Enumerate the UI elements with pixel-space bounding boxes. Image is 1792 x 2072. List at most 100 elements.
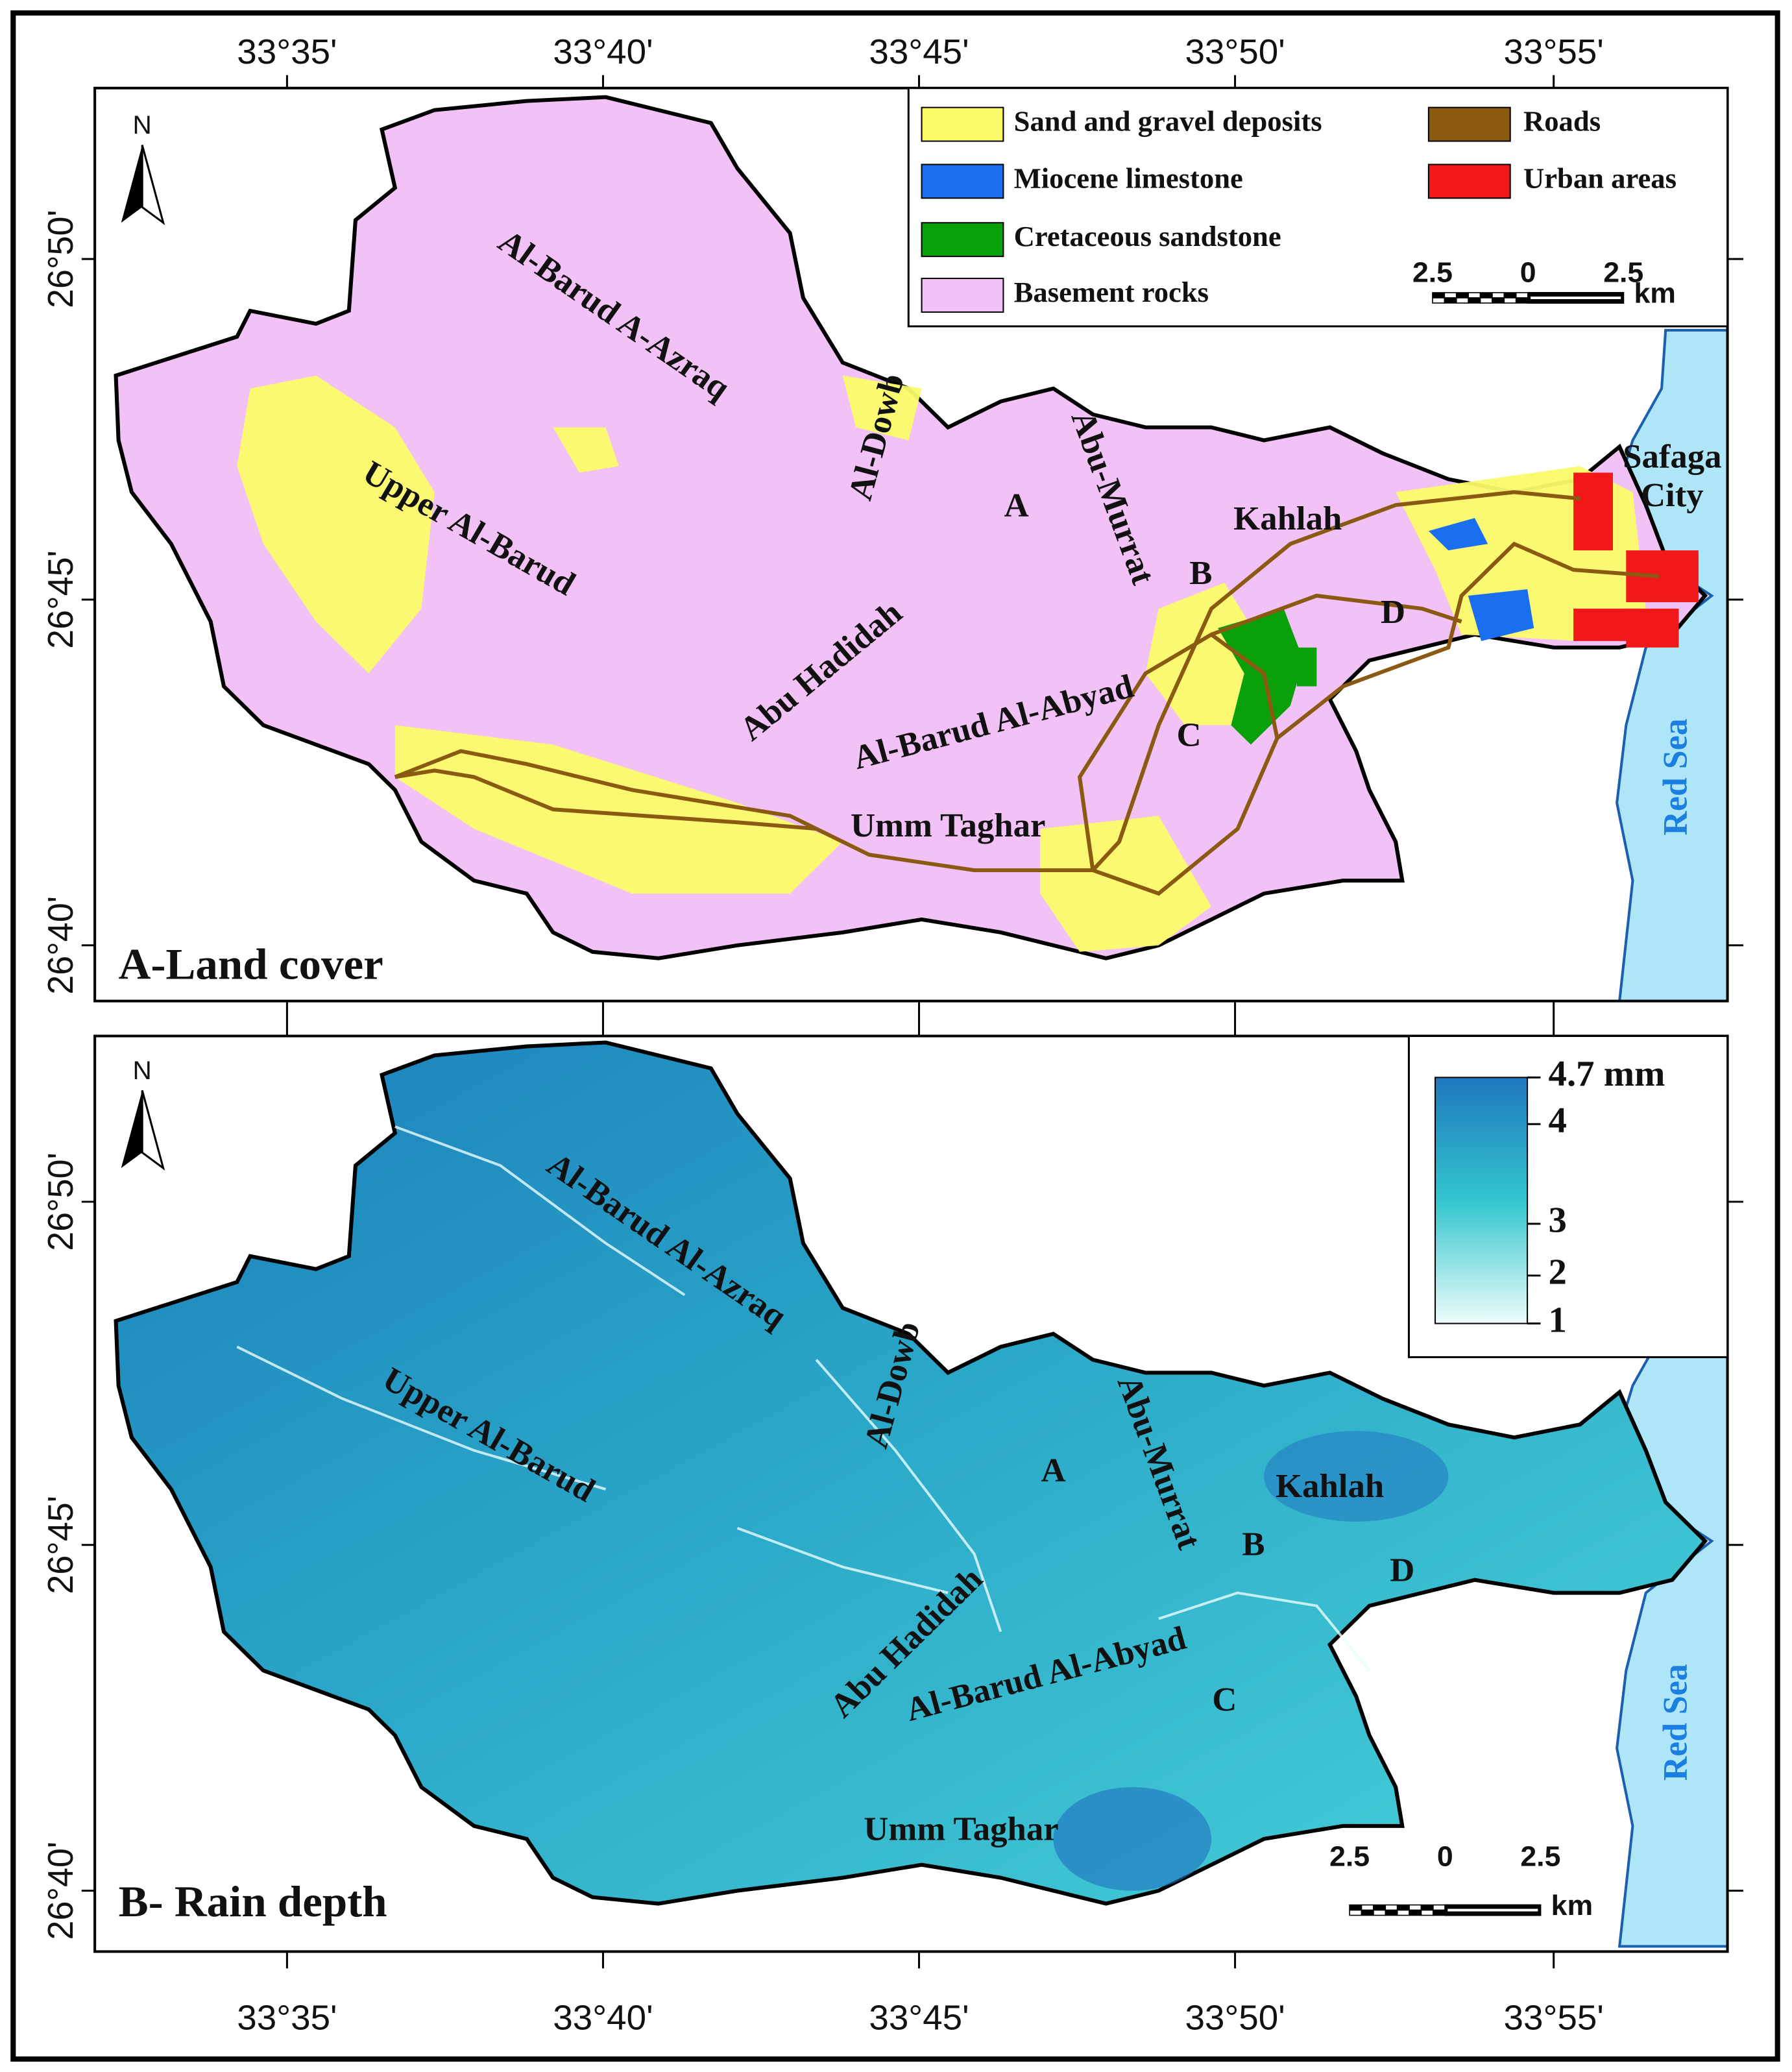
stream (736, 1526, 949, 1594)
colorbar-label: 1 (1549, 1300, 1567, 1340)
high-rain-zone (1053, 1786, 1212, 1891)
limestone-area (1428, 518, 1488, 551)
north-label: N (133, 110, 152, 140)
place-label: D (1390, 1552, 1414, 1589)
legend-label: Sand and gravel deposits (1014, 106, 1322, 138)
latitude-label: 26°50' (40, 210, 80, 308)
scale-bar-segment (1420, 1904, 1434, 1911)
place-label: D (1381, 593, 1405, 631)
scale-label: 2.5 (1412, 257, 1453, 289)
place-label: A (1041, 1452, 1065, 1489)
place-label: City (1641, 477, 1704, 515)
scale-bar-segment (1503, 292, 1517, 299)
latitude-label: 26°45' (40, 550, 80, 649)
north-arrow (141, 145, 165, 226)
urban-area (1626, 608, 1679, 648)
colorbar-label: 2 (1549, 1252, 1567, 1292)
scale-bar-segment (1455, 297, 1469, 304)
longitude-label: 33°35' (237, 32, 337, 71)
scale-bar-segment (1385, 1909, 1398, 1916)
longitude-label: 33°45' (869, 32, 969, 71)
stream (394, 1125, 686, 1297)
scale-bar-segment (1432, 297, 1446, 304)
scale-bar-segment (1531, 296, 1621, 299)
latitude-label: 26°45' (40, 1496, 80, 1594)
scale-bar-segment (1468, 292, 1481, 299)
urban-area (1573, 472, 1614, 551)
scale-bar-segment (1349, 1904, 1362, 1911)
legend-label: Urban areas (1523, 163, 1677, 195)
longitude-label: 33°50' (1185, 1998, 1285, 2037)
limestone-area (1468, 589, 1534, 641)
place-label: Umm Taghar (851, 807, 1045, 844)
place-label: C (1212, 1681, 1237, 1719)
scale-bar-segment (1361, 1904, 1374, 1911)
scale-bar-segment (1373, 1909, 1386, 1916)
legend-swatch (921, 278, 1004, 313)
scale-bar-segment (1349, 1909, 1362, 1916)
scale-bar-segment (1479, 297, 1493, 304)
longitude-label: 33°40' (553, 32, 653, 71)
scale-bar-segment (1396, 1904, 1410, 1911)
panel-title: B- Rain depth (119, 1877, 387, 1926)
scale-bar-segment (1479, 292, 1493, 299)
legend-label: Miocene limestone (1014, 163, 1243, 195)
scale-bar-segment (1433, 1904, 1446, 1911)
stream (236, 1345, 607, 1491)
sand-gravel-area (394, 725, 843, 894)
place-label: C (1176, 716, 1201, 754)
north-label: N (133, 1056, 152, 1085)
sand-gravel-area (553, 427, 619, 473)
north-arrow (141, 1090, 165, 1171)
road (394, 768, 817, 831)
high-rain-zone (1264, 1431, 1449, 1522)
scale-label: 2.5 (1520, 1841, 1560, 1873)
legend-swatch (1427, 106, 1511, 142)
scale-bar-segment (1385, 1904, 1398, 1911)
scale-unit: km (1551, 1890, 1593, 1921)
scale-bar-segment (1492, 292, 1505, 299)
colorbar (1435, 1077, 1529, 1324)
place-label: B (1189, 554, 1212, 592)
sea-label: Red Sea (1656, 718, 1694, 835)
longitude-label: 33°45' (869, 1998, 969, 2037)
legend-swatch (1427, 164, 1511, 199)
scale-unit: km (1634, 278, 1676, 310)
scale-bar-segment (1409, 1909, 1422, 1916)
scale-label: 2.5 (1603, 257, 1643, 289)
scale-label: 0 (1437, 1841, 1453, 1873)
map-frame (93, 1034, 1729, 1953)
scale-bar-segment (1447, 1908, 1538, 1912)
scale-bar-segment (1503, 297, 1517, 304)
road (1276, 541, 1660, 740)
colorbar-label: 3 (1549, 1201, 1567, 1240)
legend-label: Roads (1523, 106, 1601, 138)
scale-bar-segment (1444, 292, 1457, 299)
sea-label: Red Sea (1656, 1664, 1694, 1781)
place-label: Kahlah (1233, 500, 1342, 538)
scale-bar-segment (1444, 297, 1457, 304)
stream (815, 1359, 1002, 1633)
longitude-label: 33°40' (553, 1998, 653, 2037)
sand-gravel-area (842, 375, 922, 441)
latitude-label: 26°40' (40, 1842, 80, 1940)
scale-label: 2.5 (1329, 1841, 1370, 1873)
scale-bar-segment (1492, 297, 1505, 304)
legend-label: Basement rocks (1014, 276, 1209, 308)
place-label: A (1004, 487, 1029, 525)
place-label: B (1242, 1526, 1265, 1563)
legend-swatch (921, 164, 1004, 199)
scale-bar-segment (1373, 1904, 1386, 1911)
longitude-label: 33°55' (1504, 1998, 1604, 2037)
stream (1158, 1591, 1371, 1672)
scale-bar-segment (1396, 1909, 1410, 1916)
panel-title: A-Land cover (119, 940, 383, 988)
scale-label: 0 (1520, 257, 1536, 289)
place-label: Umm Taghar (864, 1810, 1058, 1848)
sand-gravel-area (237, 375, 435, 674)
sandstone-area (1218, 608, 1304, 745)
latitude-label: 26°40' (40, 896, 80, 995)
road (1077, 632, 1279, 896)
latitude-label: 26°50' (40, 1152, 80, 1251)
